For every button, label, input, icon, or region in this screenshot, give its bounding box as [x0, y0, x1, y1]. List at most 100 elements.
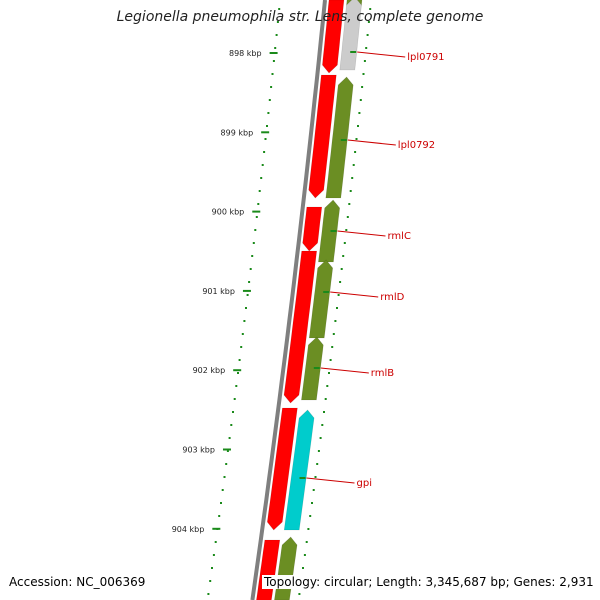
minor-tick: [303, 554, 306, 556]
gene-leader-line: [320, 367, 369, 374]
minor-tick: [233, 398, 236, 400]
minor-tick: [316, 463, 319, 465]
scale-label: 901 kbp: [202, 287, 235, 296]
minor-tick: [342, 255, 345, 257]
minor-tick: [340, 268, 343, 270]
minor-tick: [221, 489, 224, 491]
minor-tick: [309, 515, 312, 517]
minor-tick: [367, 21, 370, 23]
forward-gene-4: [283, 250, 318, 404]
minor-tick: [260, 177, 263, 179]
minor-tick: [307, 528, 310, 530]
gene-label: rmlC: [388, 231, 411, 242]
gene-label: rmlB: [371, 368, 394, 379]
minor-tick: [248, 281, 251, 283]
minor-tick: [365, 47, 368, 49]
minor-tick: [228, 437, 231, 439]
minor-tick: [251, 255, 254, 257]
minor-tick: [275, 34, 278, 36]
gene-leader-line: [337, 230, 386, 237]
reverse-gene-5: [301, 336, 324, 401]
scale-ticks: 898 kbp 899 kbp 900 kbp 901 kbp 902 kbp 903 k…: [172, 8, 372, 595]
minor-tick: [357, 125, 359, 127]
genome-summary: Topology: circular; Length: 3,345,687 bp…: [262, 575, 594, 589]
minor-tick: [346, 216, 349, 218]
genome-backbone: [250, 0, 327, 600]
minor-tick: [235, 385, 238, 387]
minor-tick: [278, 8, 281, 10]
minor-tick: [272, 60, 275, 62]
gene-label: lpl0792: [398, 140, 435, 151]
scale-label: 899 kbp: [221, 128, 254, 137]
minor-tick: [362, 73, 365, 75]
minor-tick: [311, 502, 313, 504]
reverse-gene-6: [283, 409, 315, 531]
minor-tick: [355, 138, 358, 140]
minor-tick: [258, 190, 261, 192]
minor-tick: [329, 359, 332, 361]
minor-tick: [220, 502, 222, 504]
minor-tick: [270, 86, 273, 88]
minor-tick: [246, 294, 249, 296]
minor-tick: [302, 567, 304, 569]
backbone-line: [250, 0, 327, 600]
minor-tick: [212, 554, 215, 556]
forward-gene-5: [266, 407, 298, 531]
minor-tick: [255, 216, 258, 218]
forward-gene-3: [302, 206, 323, 252]
minor-tick: [305, 541, 308, 543]
gene-leader-line: [357, 51, 406, 58]
minor-tick: [232, 411, 234, 413]
minor-tick: [267, 112, 270, 114]
minor-tick: [252, 242, 255, 244]
minor-tick: [369, 8, 372, 10]
gene-leader-line: [347, 139, 396, 146]
scale-label: 903 kbp: [182, 446, 215, 455]
reverse-gene-4: [308, 259, 334, 339]
minor-tick: [261, 164, 264, 166]
minor-tick: [271, 73, 274, 75]
gene-label: lpl0791: [407, 52, 444, 63]
gene-leader-line: [330, 291, 379, 298]
reverse-strand-genes: [274, 0, 363, 600]
minor-tick: [223, 476, 226, 478]
minor-tick: [334, 320, 337, 322]
minor-tick: [240, 346, 243, 348]
scale-label: 904 kbp: [172, 525, 205, 534]
minor-tick: [332, 333, 335, 335]
minor-tick: [349, 190, 352, 192]
minor-tick: [352, 164, 355, 166]
forward-strand-genes: [256, 0, 345, 600]
minor-tick: [211, 567, 213, 569]
minor-tick: [366, 34, 369, 36]
minor-tick: [339, 281, 342, 283]
minor-tick: [225, 463, 228, 465]
minor-tick: [336, 307, 338, 309]
accession-label: Accession: NC_006369: [9, 575, 146, 589]
minor-tick: [363, 60, 366, 62]
minor-tick: [343, 242, 346, 244]
minor-tick: [257, 203, 260, 205]
scale-label: 902 kbp: [193, 366, 226, 375]
minor-tick: [331, 346, 334, 348]
minor-tick: [323, 411, 325, 413]
minor-tick: [321, 424, 324, 426]
minor-tick: [230, 424, 233, 426]
minor-tick: [348, 203, 351, 205]
minor-tick: [312, 489, 315, 491]
minor-tick: [324, 398, 327, 400]
scale-label: 900 kbp: [212, 208, 245, 217]
minor-tick: [358, 112, 361, 114]
scale-label: 898 kbp: [229, 49, 262, 58]
minor-tick: [226, 450, 229, 452]
map-title: Legionella pneumophila str. Lens, comple…: [116, 9, 484, 25]
minor-tick: [345, 229, 348, 231]
minor-tick: [354, 151, 357, 153]
forward-gene-2: [308, 74, 337, 199]
minor-tick: [314, 476, 317, 478]
minor-tick: [237, 372, 239, 374]
gene-label: gpi: [357, 478, 372, 489]
minor-tick: [328, 372, 330, 374]
